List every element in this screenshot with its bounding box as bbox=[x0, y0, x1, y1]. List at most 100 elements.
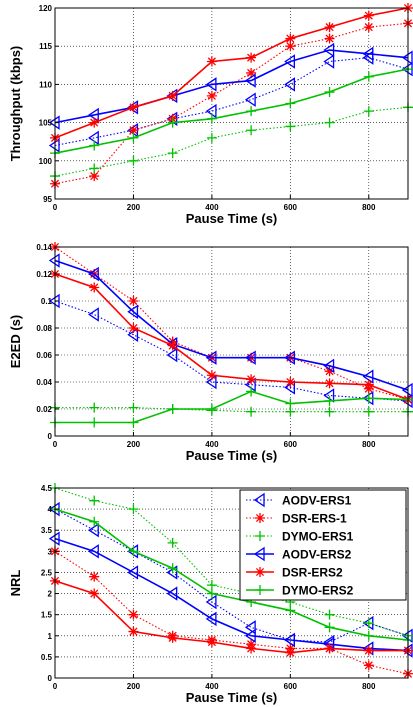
x-tick-label: 0 bbox=[53, 440, 58, 449]
legend-marker bbox=[253, 546, 265, 562]
legend-marker bbox=[255, 567, 265, 577]
legend-marker bbox=[255, 531, 265, 541]
plot-area bbox=[55, 247, 408, 436]
legend-label: AODV-ERS2 bbox=[282, 548, 352, 562]
data-point bbox=[246, 106, 257, 117]
legend-label: DSR-ERS2 bbox=[282, 566, 343, 580]
data-point bbox=[363, 379, 374, 390]
data-point bbox=[89, 516, 100, 527]
legend-entry-dsr-ers-1: DSR-ERS-1 bbox=[246, 512, 347, 526]
data-point bbox=[363, 22, 374, 33]
y-tick-label: 2.5 bbox=[41, 568, 53, 577]
y-tick-label: 4.5 bbox=[41, 484, 53, 493]
series-line bbox=[54, 273, 409, 401]
series-line bbox=[54, 106, 409, 177]
x-tick-label: 400 bbox=[205, 203, 219, 212]
series-line bbox=[54, 57, 409, 147]
series-line bbox=[55, 390, 409, 424]
data-point bbox=[167, 563, 178, 574]
data-point bbox=[244, 350, 256, 365]
data-point bbox=[206, 90, 217, 101]
data-point bbox=[166, 347, 178, 363]
data-point bbox=[323, 358, 335, 374]
data-point bbox=[363, 406, 374, 417]
data-point bbox=[205, 350, 217, 365]
data-point bbox=[363, 630, 374, 641]
data-point bbox=[89, 171, 100, 182]
legend-marker bbox=[255, 585, 265, 595]
data-point bbox=[246, 643, 257, 654]
series-line bbox=[54, 508, 409, 641]
data-point bbox=[244, 628, 256, 643]
data-point bbox=[206, 370, 217, 381]
data-point bbox=[89, 402, 100, 413]
data-point bbox=[363, 660, 374, 671]
data-point bbox=[363, 645, 374, 656]
data-point bbox=[206, 404, 217, 414]
x-tick-label: 400 bbox=[205, 682, 219, 691]
y-tick-label: 0.14 bbox=[36, 243, 52, 252]
legend-marker bbox=[253, 492, 265, 508]
x-axis-label: Pause Time (s) bbox=[186, 448, 278, 463]
legend-marker bbox=[255, 513, 265, 523]
plot-area bbox=[55, 8, 408, 199]
series-line bbox=[54, 22, 409, 185]
data-point bbox=[363, 10, 374, 21]
data-point bbox=[324, 643, 335, 654]
data-point bbox=[128, 296, 139, 306]
data-point bbox=[128, 155, 139, 166]
data-point bbox=[167, 340, 178, 351]
legend-label: DYMO-ERS2 bbox=[282, 584, 354, 598]
data-point bbox=[89, 163, 100, 174]
data-point bbox=[324, 622, 335, 633]
y-tick-label: 115 bbox=[39, 42, 52, 51]
data-point bbox=[89, 282, 100, 293]
data-point bbox=[167, 148, 178, 159]
data-point bbox=[128, 626, 139, 637]
series-dymo-ers1 bbox=[50, 102, 413, 182]
x-axis-label: Pause Time (s) bbox=[186, 211, 278, 226]
series-line bbox=[54, 68, 409, 154]
legend-entry-dymo-ers2: DYMO-ERS2 bbox=[246, 584, 354, 598]
chart-1: 0 200 400 600 800 95 100 105 110 115 120 Pause Time… bbox=[8, 3, 413, 226]
data-point bbox=[363, 393, 374, 404]
data-point bbox=[246, 52, 257, 63]
data-point bbox=[167, 404, 178, 414]
x-tick-label: 600 bbox=[284, 203, 298, 212]
y-tick-label: 0.12 bbox=[36, 270, 52, 279]
x-axis-label: Pause Time (s) bbox=[186, 690, 278, 705]
data-point bbox=[128, 504, 139, 515]
x-tick-label: 800 bbox=[362, 682, 376, 691]
data-point bbox=[128, 323, 139, 333]
data-point bbox=[285, 377, 296, 387]
data-point bbox=[167, 537, 178, 548]
data-point bbox=[128, 609, 139, 620]
data-point bbox=[246, 67, 257, 78]
y-tick-label: 100 bbox=[39, 157, 53, 166]
data-point bbox=[127, 565, 139, 580]
data-point bbox=[128, 125, 139, 136]
data-point bbox=[89, 140, 100, 151]
x-tick-label: 200 bbox=[127, 682, 141, 691]
data-point bbox=[89, 117, 100, 128]
axes-frame bbox=[54, 246, 409, 437]
data-point bbox=[363, 618, 374, 629]
data-point bbox=[285, 647, 296, 658]
data-point bbox=[128, 132, 139, 143]
y-tick-label: 105 bbox=[39, 119, 53, 128]
axes-frame bbox=[54, 7, 409, 200]
data-point bbox=[285, 33, 296, 44]
data-point bbox=[206, 113, 217, 124]
series-line bbox=[54, 259, 409, 391]
x-tick-label: 200 bbox=[127, 203, 141, 212]
data-point bbox=[205, 594, 217, 610]
data-point bbox=[167, 632, 178, 643]
data-point bbox=[167, 90, 178, 101]
data-point bbox=[88, 266, 99, 282]
y-tick-label: 1 bbox=[48, 632, 53, 641]
data-point bbox=[362, 369, 374, 384]
data-point bbox=[285, 41, 296, 52]
x-tick-label: 200 bbox=[127, 440, 141, 449]
data-point bbox=[244, 620, 256, 635]
data-point bbox=[324, 22, 335, 33]
